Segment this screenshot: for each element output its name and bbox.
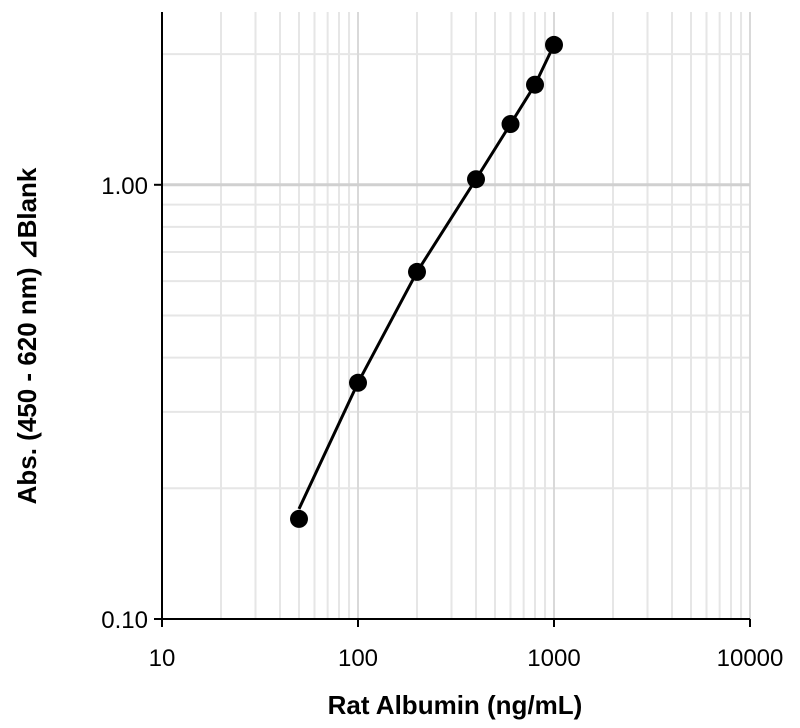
data-point	[501, 115, 520, 134]
major-gridlines	[162, 12, 751, 619]
data-point	[467, 170, 486, 189]
data-point	[526, 75, 545, 94]
data-point	[289, 509, 308, 528]
y-axis-title: Abs. (450 - 620 nm) ⊿Blank	[12, 167, 42, 504]
data-point	[545, 35, 563, 54]
x-tick-label: 100	[338, 645, 378, 672]
minor-gridlines	[162, 12, 750, 619]
x-tick-label: 1000	[527, 645, 580, 672]
y-tick-label: 0.10	[101, 607, 148, 634]
x-tick-labels: 10 100 1000 10000	[149, 645, 784, 672]
x-axis-title: Rat Albumin (ng/mL)	[328, 690, 583, 720]
data-point	[349, 373, 367, 392]
data-points	[289, 35, 563, 528]
x-tick-label: 10	[149, 645, 176, 672]
fit-curve-line	[297, 44, 556, 510]
y-tick-label: 1.00	[101, 173, 148, 200]
fit-curve	[297, 44, 556, 510]
y-tick-labels: 0.10 1.00	[101, 173, 148, 634]
x-tick-label: 10000	[717, 645, 784, 672]
axes	[154, 12, 751, 627]
data-point	[408, 262, 427, 281]
